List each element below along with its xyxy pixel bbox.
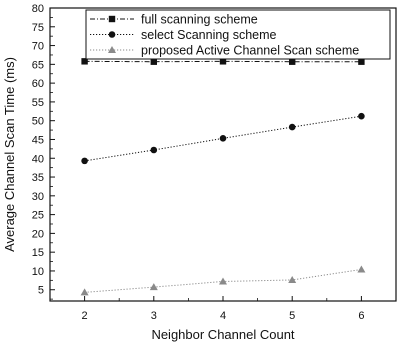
data-point: [289, 58, 296, 65]
y-axis-title: Average Channel Scan Time (ms): [2, 57, 17, 252]
legend-label: full scanning scheme: [141, 13, 258, 27]
legend-label: select Scanning scheme: [141, 28, 277, 42]
y-tick-label: 15: [32, 247, 44, 259]
y-tick-label: 35: [32, 172, 44, 184]
data-point: [150, 146, 158, 154]
data-point: [80, 288, 89, 296]
data-point: [149, 283, 158, 291]
legend-marker: [108, 15, 116, 23]
y-tick-label: 50: [32, 116, 44, 128]
y-tick-label: 65: [32, 59, 44, 71]
x-tick-label: 3: [151, 310, 157, 322]
legend-entry: full scanning scheme: [90, 13, 258, 27]
x-tick-label: 4: [220, 310, 226, 322]
x-tick-label: 2: [82, 310, 88, 322]
y-tick-label: 40: [32, 153, 44, 165]
y-tick-label: 45: [32, 134, 44, 146]
series-1: [81, 58, 365, 65]
data-point: [358, 112, 365, 120]
legend-box: [85, 9, 391, 60]
y-tick-label: 80: [32, 3, 44, 15]
y-tick-label: 55: [32, 97, 44, 109]
y-tick-label: 10: [32, 266, 44, 278]
y-axis: 5 10 15 20 25 30 35 40 45 50 55 60 65 70 75 80: [32, 3, 55, 300]
legend-label: proposed Active Channel Scan scheme: [141, 44, 359, 58]
series-3: [80, 265, 366, 296]
data-point: [150, 58, 157, 65]
data-point: [219, 277, 227, 285]
data-point: [358, 58, 365, 65]
data-point: [288, 275, 297, 283]
data-point: [219, 135, 227, 142]
legend-entry: proposed Active Channel Scan scheme: [90, 44, 359, 58]
y-tick-label: 5: [38, 285, 44, 297]
x-axis-title: Neighbor Channel Count: [151, 327, 294, 342]
series-2: [81, 112, 365, 165]
y-tick-label: 60: [32, 78, 44, 90]
y-tick-label: 25: [32, 210, 44, 222]
data-point: [288, 123, 296, 131]
series-layer: [80, 58, 366, 296]
data-point: [357, 265, 366, 273]
x-tick-label: 5: [289, 310, 295, 322]
y-tick-label: 30: [32, 191, 44, 203]
data-point: [219, 58, 227, 65]
y-tick-label: 75: [32, 22, 44, 34]
legend-entry: select Scanning scheme: [90, 28, 277, 42]
data-point: [81, 157, 88, 165]
y-tick-label: 20: [32, 228, 44, 240]
legend-marker: [108, 46, 116, 53]
x-tick-label: 6: [358, 310, 364, 322]
data-point: [81, 58, 88, 65]
legend-marker: [108, 31, 116, 38]
x-axis: 2 3 4 5 6: [82, 296, 364, 322]
y-tick-label: 70: [32, 41, 44, 53]
